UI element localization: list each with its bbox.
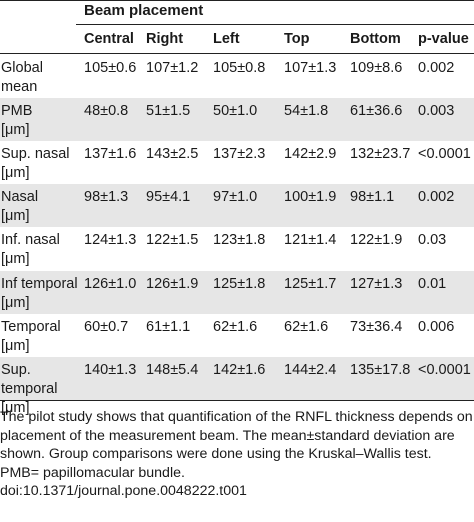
table-cell: 137±2.3 bbox=[213, 146, 266, 163]
table-cell: 126±1.9 bbox=[146, 275, 199, 292]
footnote-abbreviation: PMB= papillomacular bundle. bbox=[0, 464, 185, 481]
table-top-rule bbox=[0, 0, 474, 1]
table-cell: <0.0001 bbox=[418, 361, 471, 378]
table-row: Sup. nasal [μm] 137±1.6 143±2.5 137±2.3 142±… bbox=[0, 141, 474, 184]
table-cell: 98±1.3 bbox=[84, 189, 129, 206]
group-header-rule bbox=[76, 24, 474, 25]
table-cell: 51±1.5 bbox=[146, 103, 191, 120]
table-cell: 95±4.1 bbox=[146, 189, 191, 206]
table-cell: 0.01 bbox=[418, 275, 447, 292]
row-label: Sup. nasal [μm] bbox=[1, 146, 70, 182]
table-cell: 61±1.1 bbox=[146, 318, 191, 335]
table-cell: 50±1.0 bbox=[213, 103, 258, 120]
table-footnote: The pilot study shows that quantificatio… bbox=[0, 408, 474, 501]
table-row: PMB [μm] 48±0.8 51±1.5 50±1.0 54±1.8 61±36.6 0… bbox=[0, 98, 474, 142]
table-cell: 62±1.6 bbox=[284, 318, 329, 335]
column-header: Central bbox=[84, 31, 134, 47]
header-rule bbox=[0, 53, 474, 54]
table-cell: 0.002 bbox=[418, 60, 455, 76]
table-row: Global mean [μm]105±0.6107±1.2105±0.8107… bbox=[0, 55, 474, 114]
row-label: Inf temporal [μm] bbox=[1, 275, 78, 311]
table-cell: 54±1.8 bbox=[284, 103, 329, 120]
table-cell: 143±2.5 bbox=[146, 146, 199, 163]
table-cell: 105±0.8 bbox=[213, 60, 266, 76]
row-label: Sup. temporal [μm] bbox=[1, 361, 58, 416]
table-cell: 144±2.4 bbox=[284, 361, 337, 378]
column-header: Bottom bbox=[350, 31, 401, 47]
table-cell: 142±2.9 bbox=[284, 146, 337, 163]
table-cell: 60±0.7 bbox=[84, 318, 129, 335]
row-label: PMB [μm] bbox=[1, 103, 33, 139]
table-bottom-rule bbox=[0, 400, 474, 401]
table-cell: 126±1.0 bbox=[84, 275, 137, 292]
table-cell: 97±1.0 bbox=[213, 189, 258, 206]
table-cell: 122±1.9 bbox=[350, 232, 403, 249]
table-row: Sup. temporal [μm] 140±1.3 148±5.4 142±1.6 1… bbox=[0, 356, 474, 416]
footnote-text: The pilot study shows that quantificatio… bbox=[0, 409, 473, 462]
table-cell: 107±1.3 bbox=[284, 60, 337, 76]
column-header: Left bbox=[213, 31, 240, 47]
table-row: Inf. nasal [μm] 124±1.3 122±1.5 123±1.8 121±… bbox=[0, 227, 474, 270]
table-row: Inf temporal [μm] 126±1.0 126±1.9 125±1.8 12… bbox=[0, 270, 474, 314]
column-header: Right bbox=[146, 31, 184, 47]
table-cell: 123±1.8 bbox=[213, 232, 266, 249]
table-row: Temporal [μm] 60±0.7 61±1.1 62±1.6 62±1.6 73±… bbox=[0, 314, 474, 357]
table-cell: 127±1.3 bbox=[350, 275, 403, 292]
table-cell: 0.002 bbox=[418, 189, 455, 206]
table-cell: 98±1.1 bbox=[350, 189, 395, 206]
table-cell: 125±1.7 bbox=[284, 275, 337, 292]
table-cell: 122±1.5 bbox=[146, 232, 199, 249]
table-cell: 0.006 bbox=[418, 318, 455, 335]
table-cell: 124±1.3 bbox=[84, 232, 137, 249]
row-label: Temporal [μm] bbox=[1, 318, 61, 354]
table-cell: 109±8.6 bbox=[350, 60, 403, 76]
table-cell: 132±23.7 bbox=[350, 146, 411, 163]
table-cell: 148±5.4 bbox=[146, 361, 199, 378]
table-cell: 62±1.6 bbox=[213, 318, 258, 335]
footnote-doi: doi:10.1371/journal.pone.0048222.t001 bbox=[0, 483, 247, 499]
column-header: Top bbox=[284, 31, 310, 47]
table-cell: 105±0.6 bbox=[84, 60, 137, 76]
table-cell: 73±36.4 bbox=[350, 318, 403, 335]
table-cell: 107±1.2 bbox=[146, 60, 199, 76]
table-cell: 137±1.6 bbox=[84, 146, 137, 163]
table-cell: 61±36.6 bbox=[350, 103, 403, 120]
table-cell: <0.0001 bbox=[418, 146, 471, 163]
table-cell: 135±17.8 bbox=[350, 361, 411, 378]
table-cell: 0.03 bbox=[418, 232, 447, 249]
table-cell: 125±1.8 bbox=[213, 275, 266, 292]
table-cell: 140±1.3 bbox=[84, 361, 137, 378]
table-row: Nasal [μm] 98±1.3 95±4.1 97±1.0 100±1.9 98±1.… bbox=[0, 184, 474, 228]
table-cell: 100±1.9 bbox=[284, 189, 337, 206]
table-cell: 48±0.8 bbox=[84, 103, 129, 120]
row-label: Nasal [μm] bbox=[1, 189, 39, 225]
group-header: Beam placement bbox=[84, 2, 204, 19]
table-cell: 142±1.6 bbox=[213, 361, 266, 378]
column-header: p-value bbox=[418, 31, 469, 47]
table-cell: 121±1.4 bbox=[284, 232, 337, 249]
table-cell: 0.003 bbox=[418, 103, 455, 120]
row-label: Inf. nasal [μm] bbox=[1, 232, 60, 268]
